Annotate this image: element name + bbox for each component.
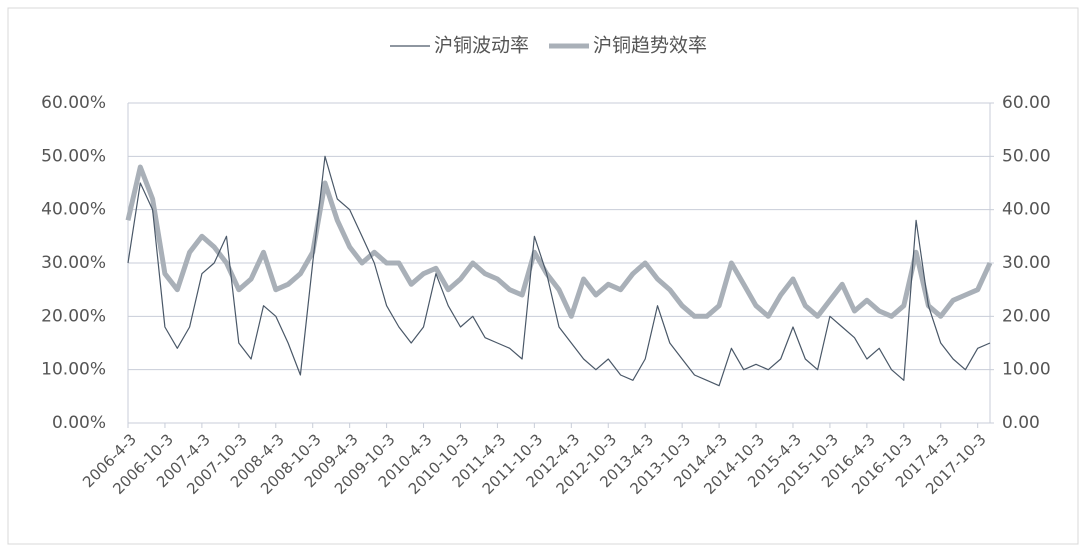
y-tick-label: 60.00% — [41, 93, 106, 113]
legend: 沪铜波动率 沪铜趋势效率 — [390, 35, 707, 57]
y2-tick-label: 0.00 — [1002, 413, 1040, 433]
y2-tick-label: 20.00 — [1002, 306, 1051, 326]
y2-tick-label: 40.00 — [1002, 200, 1051, 220]
series-line — [125, 164, 993, 319]
y-tick-label: 40.00% — [41, 200, 106, 220]
y2-tick-label: 60.00 — [1002, 93, 1051, 113]
legend-label: 沪铜波动率 — [434, 35, 529, 57]
chart-frame — [7, 7, 1079, 545]
y-tick-label: 30.00% — [41, 253, 106, 273]
y-tick-label: 20.00% — [41, 306, 106, 326]
legend-label: 沪铜趋势效率 — [593, 35, 707, 57]
y2-tick-label: 10.00 — [1002, 360, 1051, 380]
y2-tick-label: 50.00 — [1002, 146, 1051, 166]
y2-tick-label: 30.00 — [1002, 253, 1051, 273]
series-line — [127, 155, 991, 387]
y-tick-label: 10.00% — [41, 360, 106, 380]
y-tick-label: 0.00% — [52, 413, 106, 433]
y-tick-label: 50.00% — [41, 146, 106, 166]
